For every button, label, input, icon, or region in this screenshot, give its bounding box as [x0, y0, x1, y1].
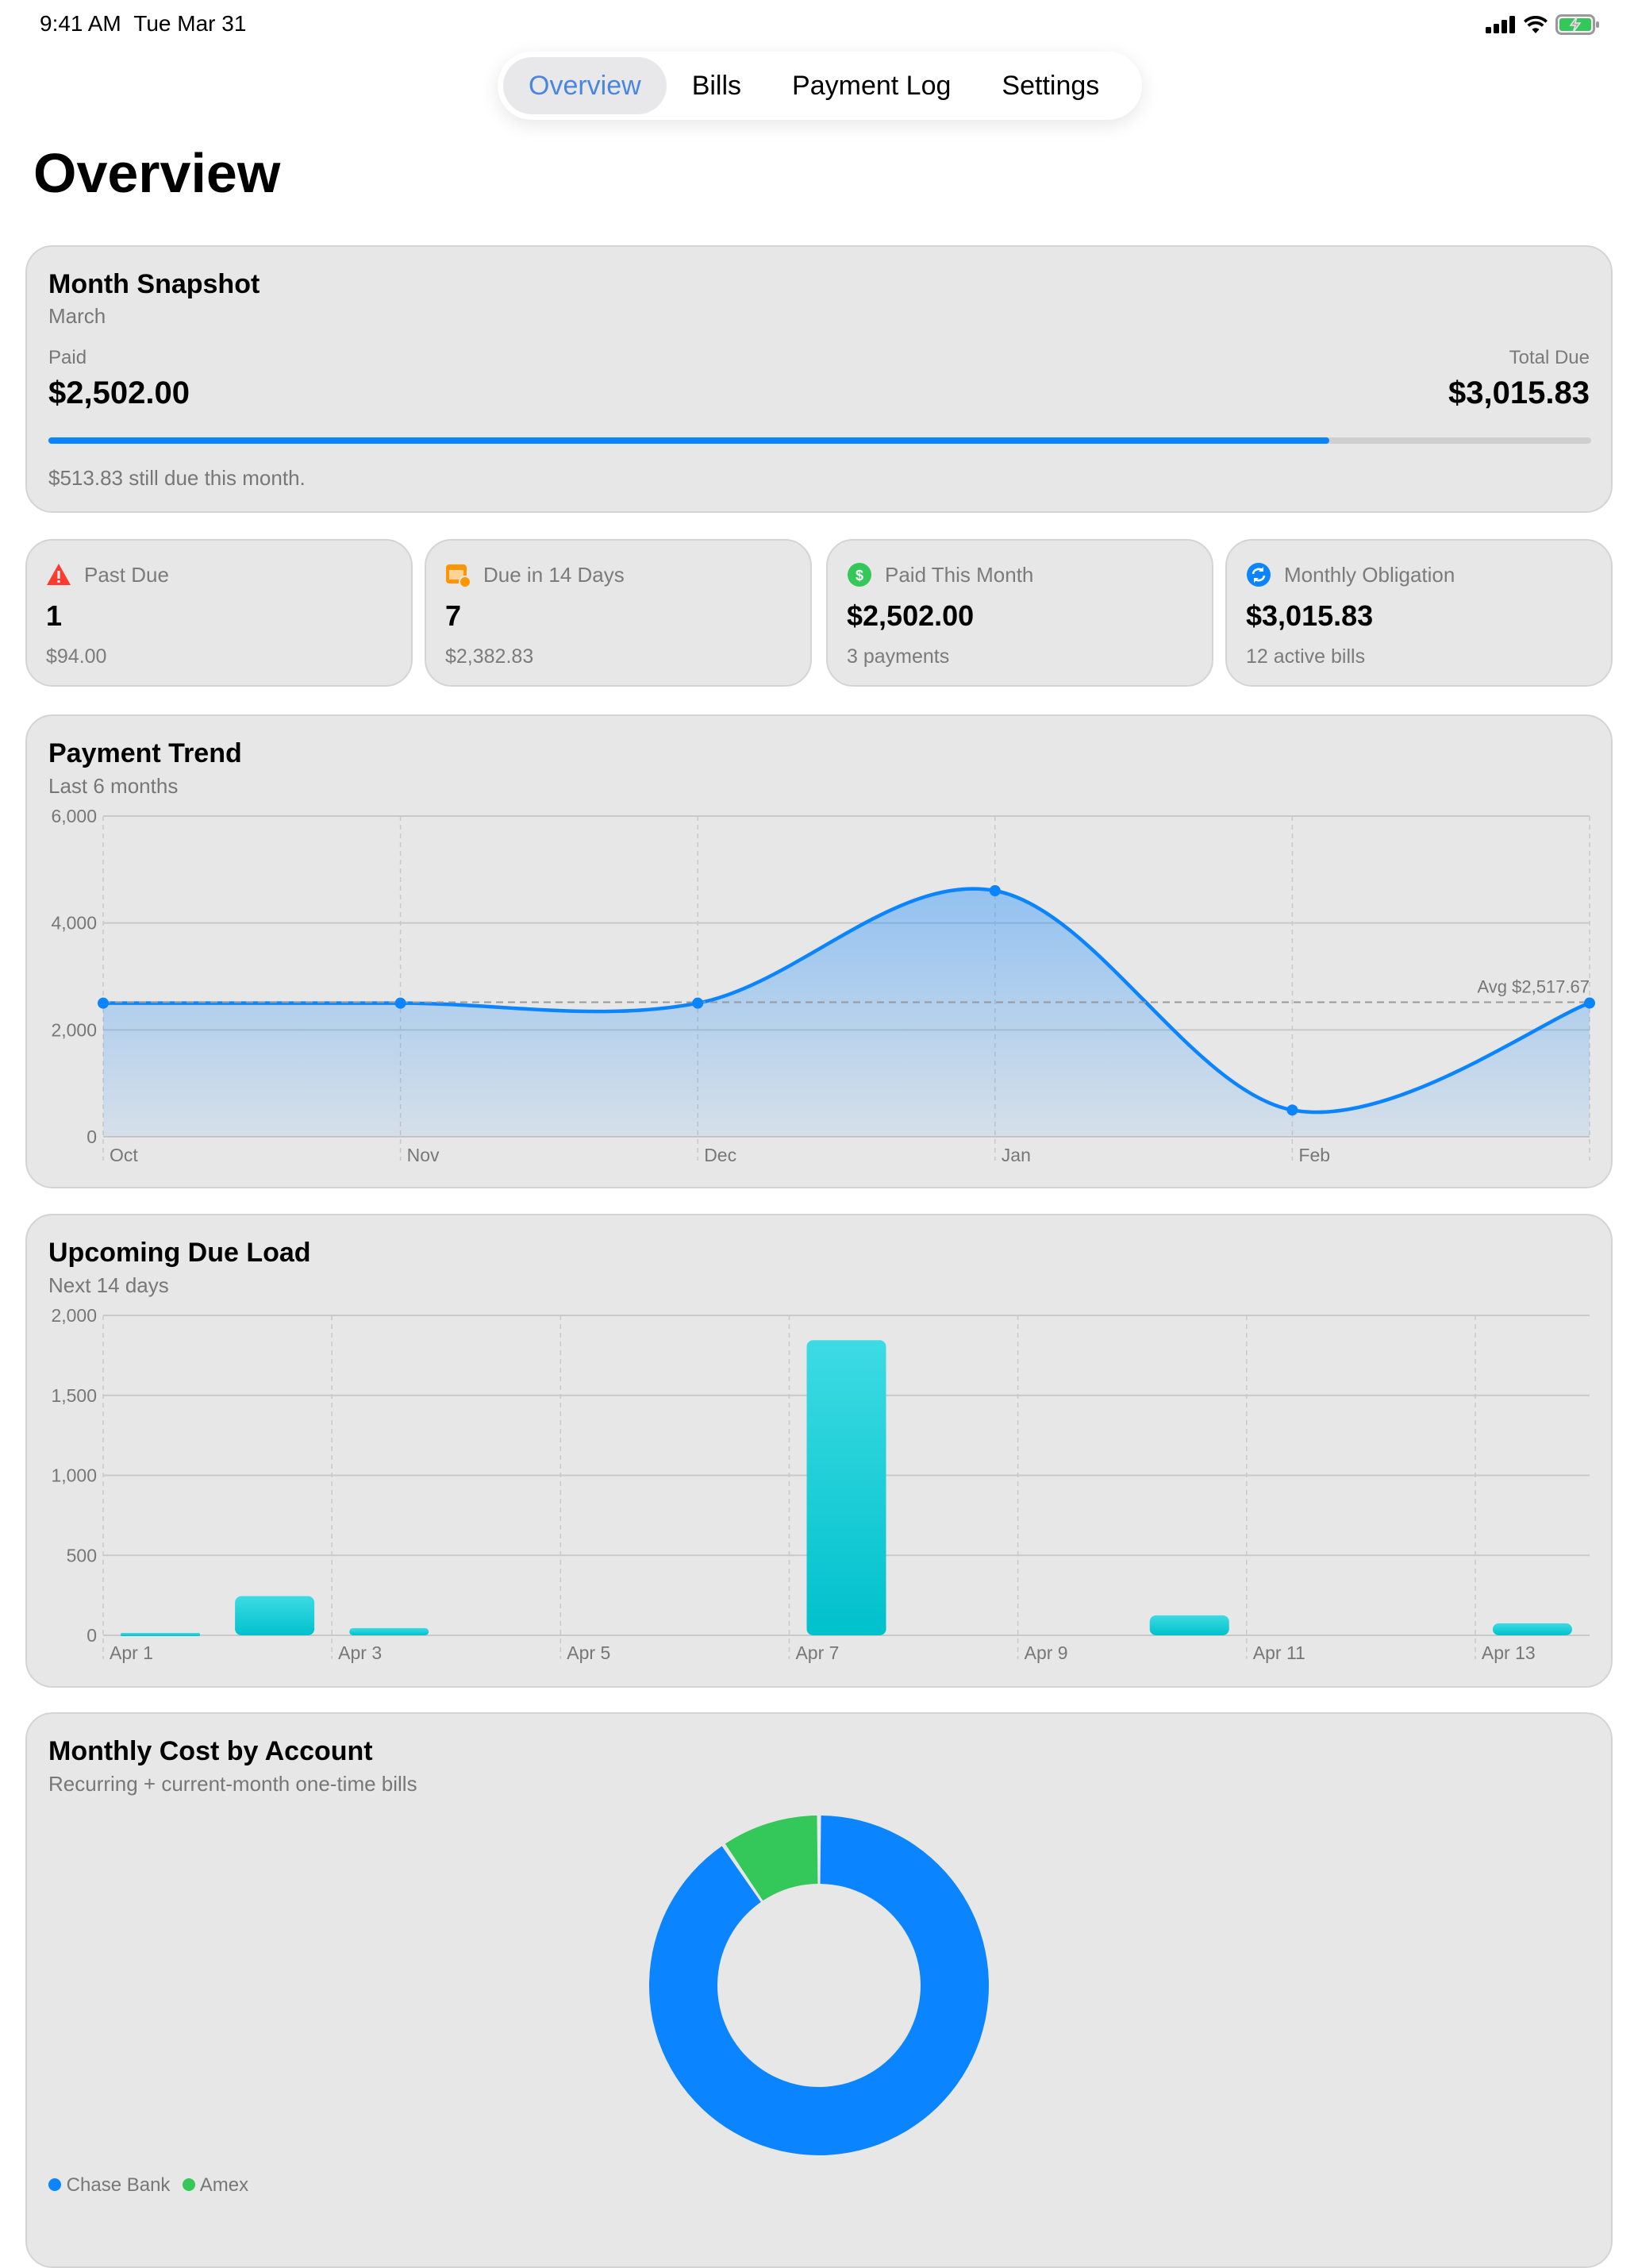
stat-subtext: $2,382.83 [445, 645, 534, 668]
stat-value: $3,015.83 [1246, 599, 1374, 632]
snapshot-month: March [48, 304, 106, 328]
stat-label: Past Due [84, 563, 169, 587]
cellular-signal-icon [1486, 16, 1515, 33]
x-tick-label: Dec [704, 1145, 736, 1165]
total-due-amount: $3,015.83 [1448, 375, 1590, 410]
card-subtitle: Last 6 months [48, 774, 179, 798]
x-tick-label: Apr 11 [1253, 1642, 1305, 1663]
paid-label: Paid [48, 347, 87, 368]
y-tick-label: 1,500 [51, 1385, 97, 1406]
stat-label: Paid This Month [885, 563, 1034, 587]
card-subtitle: Recurring + current-month one-time bills [48, 1772, 417, 1796]
y-tick-label: 2,000 [51, 1305, 97, 1326]
bar [121, 1632, 201, 1636]
stat-subtext: 3 payments [847, 645, 950, 668]
x-tick-label: Apr 7 [795, 1642, 839, 1663]
tab-payment-log[interactable]: Payment Log [792, 71, 952, 101]
data-point [692, 997, 704, 1009]
donut-slice [648, 1816, 989, 2155]
warning-triangle-icon [46, 562, 71, 587]
repeat-circle-icon [1246, 562, 1271, 587]
x-tick-label: Oct [110, 1145, 138, 1165]
tab-overview[interactable]: Overview [503, 57, 667, 114]
average-label: Avg $2,517.67 [1478, 976, 1590, 996]
data-point [394, 997, 406, 1009]
x-tick-label: Apr 9 [1025, 1642, 1068, 1663]
x-tick-label: Apr 5 [567, 1642, 610, 1663]
total-due-label: Total Due [1509, 347, 1590, 368]
stat-value: $2,502.00 [847, 599, 975, 632]
data-point [989, 884, 1001, 896]
paid-amount: $2,502.00 [48, 375, 190, 410]
x-tick-label: Feb [1298, 1145, 1330, 1165]
stat-value: 1 [46, 599, 63, 632]
card-title: Month Snapshot [48, 269, 260, 299]
stat-card[interactable]: Monthly Obligation $3,015.83 12 active b… [1225, 539, 1613, 687]
card-title: Upcoming Due Load [48, 1238, 311, 1268]
bar [1149, 1615, 1229, 1635]
x-tick-label: Nov [407, 1145, 440, 1165]
charts-layer: 6,000 4,000 2,000 0 Oct Nov Dec Jan Feb Avg $2,51… [51, 806, 1595, 2155]
stat-label: Monthly Obligation [1284, 563, 1455, 587]
y-tick-label: 0 [87, 1126, 97, 1147]
time: 9:41 AM [40, 11, 121, 36]
data-point [1286, 1104, 1298, 1116]
y-tick-label: 0 [87, 1625, 97, 1646]
month-snapshot-card: Month Snapshot March Paid $2,502.00 Tota… [25, 245, 1613, 513]
stat-subtext: $94.00 [46, 645, 107, 668]
bar [349, 1627, 429, 1635]
stat-label: Due in 14 Days [483, 563, 625, 587]
wifi-icon [1524, 16, 1548, 33]
y-tick-label: 6,000 [51, 806, 97, 826]
card-title: Payment Trend [48, 738, 242, 768]
paid-progress-fill [48, 437, 1329, 444]
page-title: Overview [33, 142, 281, 204]
tab-bills[interactable]: Bills [691, 71, 742, 101]
status-icons [1486, 14, 1600, 35]
stat-subtext: 12 active bills [1246, 645, 1366, 668]
bar [1492, 1623, 1572, 1635]
tab-settings[interactable]: Settings [1002, 71, 1100, 101]
dollar-circle-icon: $ [847, 562, 872, 587]
monthly-cost-card: Monthly Cost by Account Recurring + curr… [25, 1712, 1613, 2268]
svg-text:$: $ [856, 568, 863, 583]
x-tick-label: Apr 13 [1482, 1642, 1536, 1663]
x-tick-label: Apr 3 [338, 1642, 382, 1663]
tab-bar: Overview Bills Payment Log Settings [498, 52, 1142, 120]
x-tick-label: Jan [1002, 1145, 1031, 1165]
x-tick-label: Apr 1 [110, 1642, 153, 1663]
stat-card[interactable]: $ Paid This Month $2,502.00 3 payments [826, 539, 1213, 687]
paid-progress-bar [48, 437, 1591, 444]
stat-card[interactable]: Past Due 1 $94.00 [25, 539, 413, 687]
status-time: 9:41 AM Tue Mar 31 [40, 11, 246, 37]
y-tick-label: 1,000 [51, 1465, 97, 1486]
card-title: Monthly Cost by Account [48, 1736, 373, 1766]
data-point [1584, 997, 1595, 1009]
data-point [98, 997, 109, 1009]
y-tick-label: 500 [67, 1545, 97, 1565]
bar [235, 1596, 315, 1635]
bar [806, 1340, 886, 1635]
y-tick-label: 2,000 [51, 1019, 97, 1040]
trend-line [103, 887, 1590, 1115]
date: Tue Mar 31 [133, 11, 247, 36]
donut-slice [725, 1816, 818, 1901]
y-tick-label: 4,000 [51, 913, 97, 934]
stat-card[interactable]: Due in 14 Days 7 $2,382.83 [425, 539, 812, 687]
stat-value: 7 [445, 599, 462, 632]
trend-area [103, 888, 1590, 1137]
remaining-text: $513.83 still due this month. [48, 466, 306, 490]
battery-charging-icon [1555, 14, 1599, 35]
card-subtitle: Next 14 days [48, 1273, 169, 1297]
